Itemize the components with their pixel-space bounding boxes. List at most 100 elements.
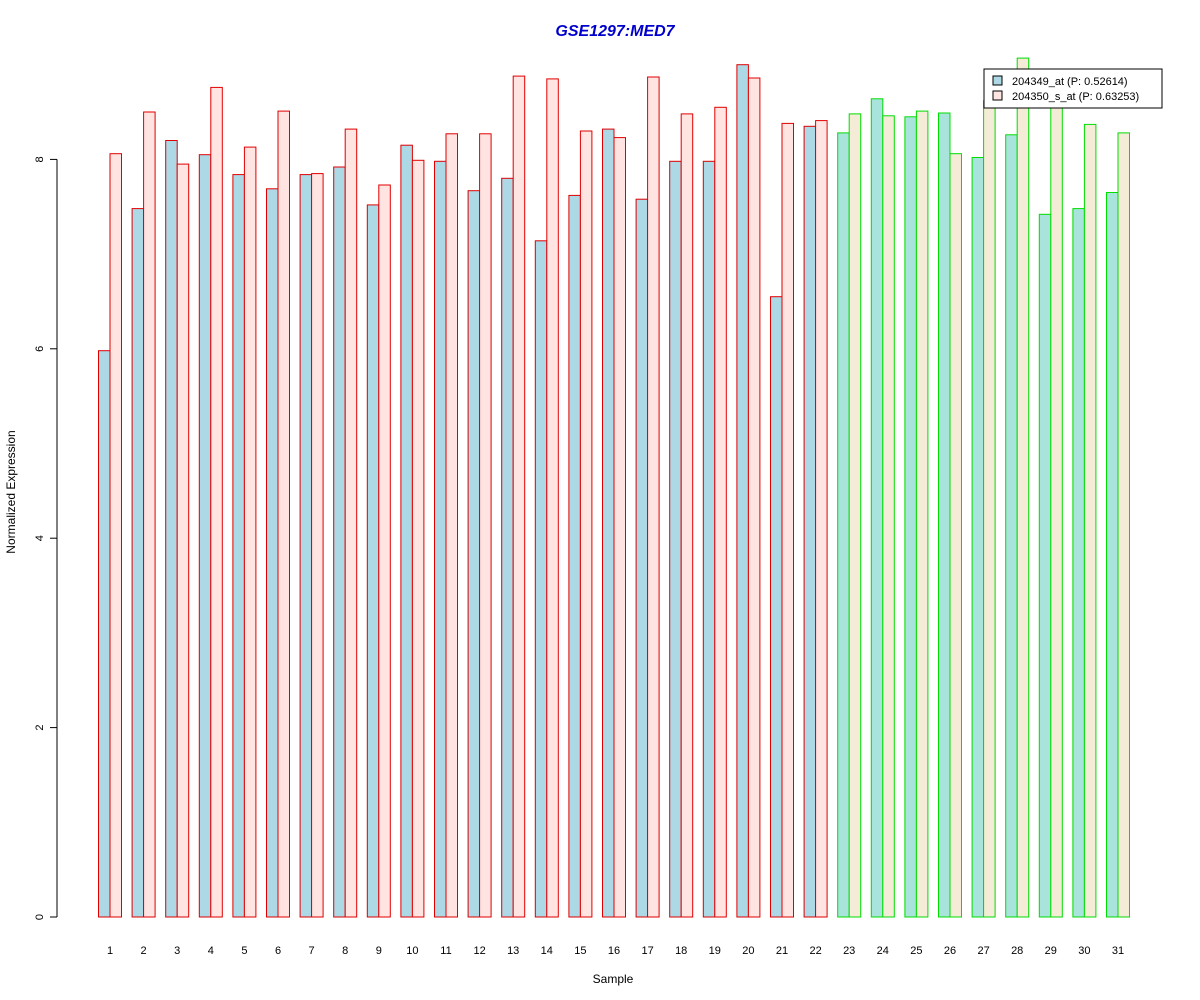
x-tick-label-8: 8 bbox=[342, 945, 348, 957]
bar-sample-20-series-2 bbox=[747, 77, 761, 918]
bar-sample-24-series-1 bbox=[870, 98, 884, 918]
bar-sample-8-series-2 bbox=[344, 128, 358, 918]
x-tick-label-24: 24 bbox=[877, 945, 889, 957]
bar-sample-7-series-2 bbox=[311, 173, 324, 918]
bar-sample-11-series-1 bbox=[434, 160, 447, 918]
bar-sample-17-series-2 bbox=[647, 76, 660, 918]
chart-title: GSE1297:MED7 bbox=[555, 23, 675, 40]
x-tick-label-16: 16 bbox=[608, 945, 620, 957]
bar-sample-31-series-2 bbox=[1117, 132, 1130, 918]
bar-sample-23-series-2 bbox=[848, 113, 862, 918]
bar-sample-23-series-1 bbox=[837, 132, 850, 918]
x-tick-label-2: 2 bbox=[141, 945, 147, 957]
x-axis-label: Sample bbox=[593, 972, 634, 986]
x-tick-label-4: 4 bbox=[208, 945, 214, 957]
x-tick-label-10: 10 bbox=[406, 945, 418, 957]
x-tick-label-14: 14 bbox=[541, 945, 553, 957]
y-tick-label: 8 bbox=[34, 156, 46, 162]
bar-sample-9-series-2 bbox=[378, 184, 391, 918]
legend-label-series-1: 204349_at (P: 0.52614) bbox=[1012, 76, 1128, 88]
bar-sample-12-series-1 bbox=[467, 190, 481, 918]
bar-sample-16-series-1 bbox=[602, 128, 615, 918]
bar-sample-22-series-2 bbox=[815, 120, 828, 918]
bar-sample-19-series-2 bbox=[714, 106, 727, 918]
bar-sample-26-series-2 bbox=[949, 153, 962, 918]
bar-sample-10-series-1 bbox=[400, 144, 413, 918]
bar-sample-2-series-2 bbox=[143, 111, 156, 918]
x-tick-label-9: 9 bbox=[376, 945, 382, 957]
y-axis: 0 2 4 6 8 bbox=[34, 156, 58, 920]
bar-sample-9-series-1 bbox=[366, 204, 380, 918]
x-tick-label-22: 22 bbox=[809, 945, 821, 957]
bar-sample-7-series-1 bbox=[299, 174, 313, 918]
bar-sample-14-series-2 bbox=[546, 78, 559, 918]
x-tick-label-3: 3 bbox=[174, 945, 180, 957]
bar-sample-21-series-2 bbox=[781, 122, 794, 918]
x-tick-label-11: 11 bbox=[440, 945, 451, 957]
x-tick-label-13: 13 bbox=[507, 945, 519, 957]
bar-sample-15-series-1 bbox=[568, 194, 581, 918]
bar-sample-10-series-2 bbox=[411, 159, 425, 918]
y-tick-label: 2 bbox=[34, 725, 46, 731]
bar-sample-31-series-1 bbox=[1106, 192, 1119, 918]
bar-sample-28-series-2 bbox=[1016, 57, 1030, 918]
y-tick-label: 4 bbox=[34, 535, 46, 541]
bar-sample-4-series-2 bbox=[210, 86, 223, 918]
bar-sample-30-series-2 bbox=[1083, 123, 1097, 918]
bar-sample-1-series-1 bbox=[98, 350, 111, 918]
bar-sample-11-series-2 bbox=[445, 133, 458, 918]
bar-sample-28-series-1 bbox=[1005, 134, 1018, 918]
bar-sample-21-series-1 bbox=[770, 296, 783, 918]
x-tick-label-23: 23 bbox=[843, 945, 855, 957]
x-tick-label-7: 7 bbox=[309, 945, 315, 957]
x-tick-label-5: 5 bbox=[241, 945, 247, 957]
x-tick-label-26: 26 bbox=[944, 945, 956, 957]
legend: 204349_at (P: 0.52614) 204350_s_at (P: 0… bbox=[983, 68, 1163, 109]
bar-sample-1-series-2 bbox=[109, 153, 122, 918]
bar-sample-27-series-1 bbox=[971, 157, 985, 918]
x-tick-label-25: 25 bbox=[910, 945, 922, 957]
x-tick-label-27: 27 bbox=[977, 945, 989, 957]
bar-sample-22-series-1 bbox=[803, 125, 817, 918]
x-tick-label-30: 30 bbox=[1078, 945, 1090, 957]
x-tick-label-19: 19 bbox=[709, 945, 721, 957]
bar-sample-19-series-1 bbox=[702, 160, 716, 918]
bar-sample-29-series-2 bbox=[1050, 102, 1063, 918]
x-tick-label-28: 28 bbox=[1011, 945, 1023, 957]
x-tick-label-20: 20 bbox=[742, 945, 754, 957]
bar-sample-18-series-1 bbox=[669, 160, 682, 918]
x-tick-label-29: 29 bbox=[1045, 945, 1057, 957]
y-tick-label: 0 bbox=[34, 914, 46, 920]
bar-sample-8-series-1 bbox=[333, 166, 346, 918]
x-tick-label-12: 12 bbox=[473, 945, 485, 957]
bar-sample-13-series-1 bbox=[501, 177, 514, 918]
bar-sample-12-series-2 bbox=[479, 133, 492, 918]
bar-sample-3-series-2 bbox=[176, 163, 190, 918]
legend-swatch-series-1 bbox=[992, 75, 1003, 86]
x-tick-labels: 1 2 3 4 5 6 7 8 9 10 11 12 13 14 15 16 17 18 19 20 21 22 23 24 2… bbox=[107, 945, 1124, 957]
legend-label-series-2: 204350_s_at (P: 0.63253) bbox=[1012, 91, 1139, 103]
bar-sample-6-series-2 bbox=[277, 110, 290, 918]
bar-sample-29-series-1 bbox=[1038, 213, 1052, 918]
bar-sample-18-series-2 bbox=[680, 113, 694, 918]
bars-group bbox=[98, 57, 1130, 918]
x-tick-label-6: 6 bbox=[275, 945, 281, 957]
bar-sample-5-series-1 bbox=[232, 174, 245, 918]
x-tick-label-31: 31 bbox=[1112, 945, 1124, 957]
bar-sample-14-series-1 bbox=[534, 240, 548, 918]
y-tick-label: 6 bbox=[34, 346, 46, 352]
y-axis-label: Normalized Expression bbox=[4, 430, 18, 553]
bar-sample-13-series-2 bbox=[512, 75, 526, 918]
bar-sample-30-series-1 bbox=[1072, 208, 1085, 918]
x-tick-label-15: 15 bbox=[574, 945, 586, 957]
bar-sample-25-series-2 bbox=[915, 110, 929, 918]
x-tick-label-21: 21 bbox=[776, 945, 788, 957]
bar-sample-20-series-1 bbox=[736, 64, 749, 918]
bar-sample-5-series-2 bbox=[243, 146, 257, 918]
legend-box bbox=[983, 68, 1163, 109]
bar-sample-2-series-1 bbox=[131, 208, 145, 918]
bar-sample-27-series-2 bbox=[983, 100, 996, 918]
x-tick-label-17: 17 bbox=[641, 945, 653, 957]
x-tick-label-1: 1 bbox=[107, 945, 113, 957]
